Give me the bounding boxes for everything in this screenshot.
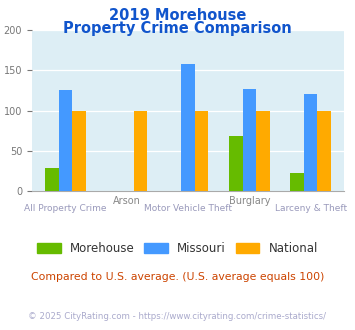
Legend: Morehouse, Missouri, National: Morehouse, Missouri, National: [33, 239, 322, 259]
Bar: [317, 111, 331, 191]
Bar: [45, 168, 59, 191]
Bar: [72, 111, 86, 191]
Bar: [256, 111, 269, 191]
Text: Property Crime Comparison: Property Crime Comparison: [63, 21, 292, 36]
Text: © 2025 CityRating.com - https://www.cityrating.com/crime-statistics/: © 2025 CityRating.com - https://www.city…: [28, 312, 327, 321]
Bar: [229, 136, 243, 191]
Text: Larceny & Theft: Larceny & Theft: [275, 204, 347, 213]
Text: Motor Vehicle Theft: Motor Vehicle Theft: [144, 204, 232, 213]
Bar: [243, 89, 256, 191]
Bar: [290, 173, 304, 191]
Text: 2019 Morehouse: 2019 Morehouse: [109, 8, 246, 23]
Bar: [133, 111, 147, 191]
Bar: [304, 94, 317, 191]
Text: Compared to U.S. average. (U.S. average equals 100): Compared to U.S. average. (U.S. average …: [31, 272, 324, 282]
Bar: [181, 64, 195, 191]
Text: Arson: Arson: [113, 196, 141, 206]
Bar: [59, 90, 72, 191]
Text: Burglary: Burglary: [229, 196, 270, 206]
Bar: [195, 111, 208, 191]
Text: All Property Crime: All Property Crime: [24, 204, 107, 213]
